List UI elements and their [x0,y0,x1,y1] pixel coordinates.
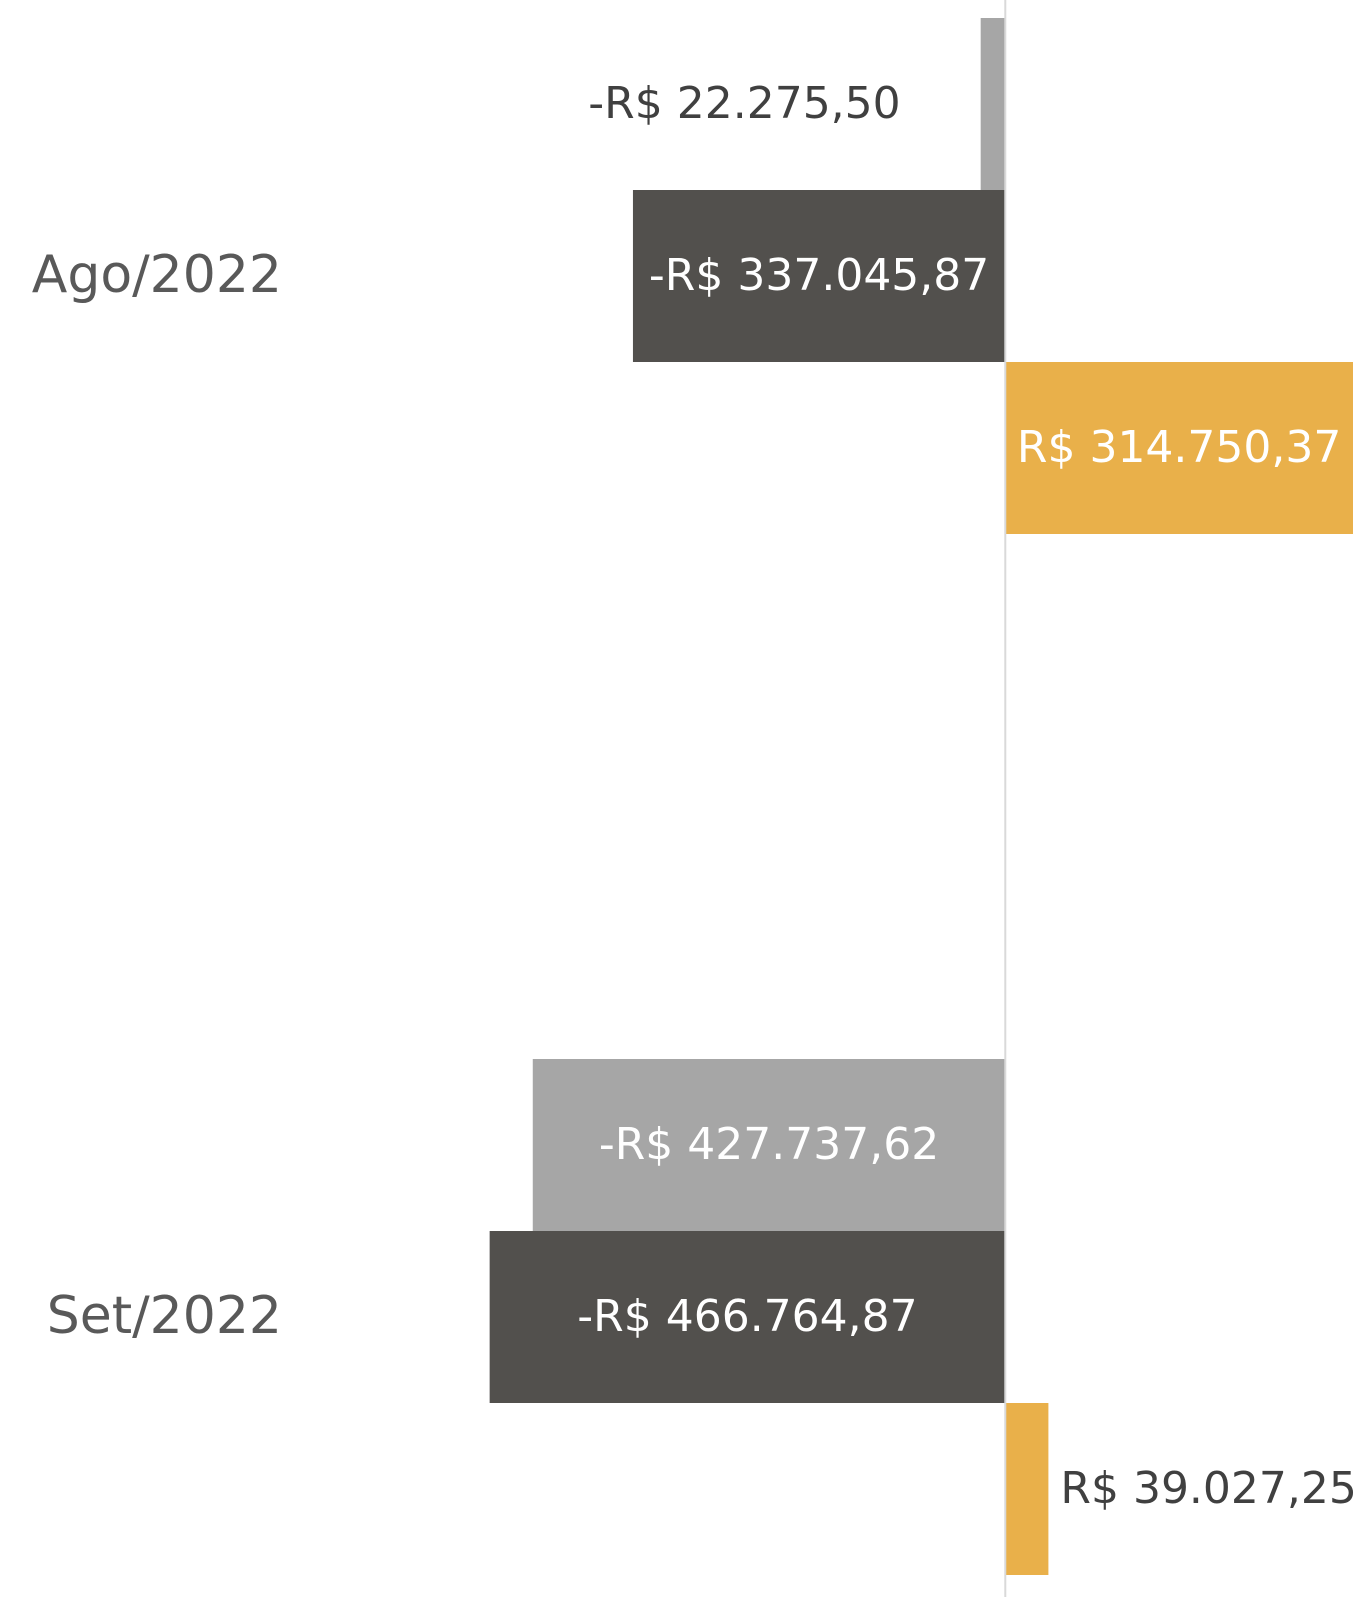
y-tick-label: Ago/2022 [32,245,282,305]
data-label: R$ 39.027,25 [1060,1463,1356,1514]
y-tick-label: Set/2022 [47,1286,282,1346]
data-label: -R$ 466.764,87 [577,1291,917,1342]
bar [532,1059,1006,1231]
data-label: R$ 314.750,37 [1017,422,1341,473]
bar [1005,362,1353,534]
bar [632,190,1006,362]
data-label: -R$ 427.737,62 [599,1119,939,1170]
data-label: -R$ 22.275,50 [588,78,900,129]
data-label: -R$ 337.045,87 [649,250,989,301]
bar [980,18,1006,190]
bar [489,1231,1006,1403]
bar [1005,1403,1049,1575]
